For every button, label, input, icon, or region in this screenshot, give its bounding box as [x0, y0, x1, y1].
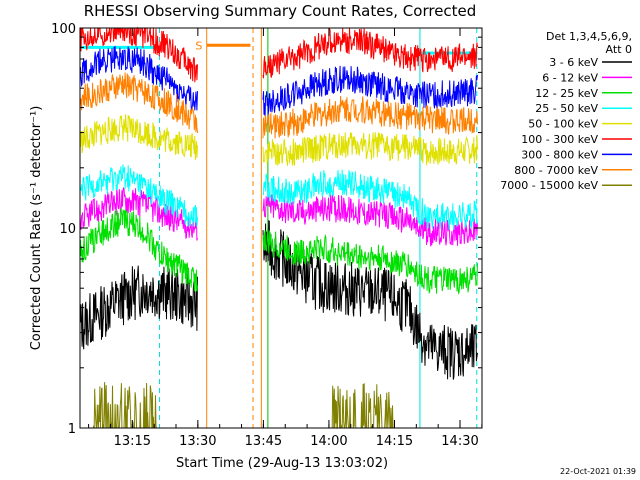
timestamp: 22-Oct-2021 01:39 — [560, 467, 636, 476]
legend-header-1: Att 0 — [606, 43, 632, 56]
legend-label-6: 300 - 800 keV — [521, 148, 598, 161]
x-tick-label-4: 14:15 — [376, 434, 413, 449]
series-line-1-1 — [262, 194, 478, 247]
y-axis-label: Corrected Count Rate (s⁻¹ detector⁻¹) — [29, 106, 44, 351]
series-line-6-0 — [79, 45, 198, 112]
series-line-8-1 — [263, 383, 478, 430]
series-lines — [79, 26, 478, 430]
series-line-3-0 — [79, 164, 198, 227]
legend-label-4: 50 - 100 keV — [528, 118, 598, 131]
series-line-7-1 — [262, 95, 478, 139]
chart-title: RHESSI Observing Summary Count Rates, Co… — [84, 2, 477, 20]
legend-label-8: 7000 - 15000 keV — [500, 179, 598, 192]
series-line-5-1 — [262, 27, 478, 79]
legend-label-5: 100 - 300 keV — [521, 133, 598, 146]
series-line-3-1 — [262, 169, 478, 230]
series-line-7-0 — [79, 72, 198, 134]
y-axis: 1 10 100 — [51, 22, 482, 437]
annotation-0: S — [195, 40, 202, 53]
series-line-0-1 — [262, 220, 478, 380]
x-tick-label-5: 14:30 — [441, 434, 478, 449]
x-tick-label-2: 13:45 — [245, 434, 282, 449]
legend-label-1: 6 - 12 keV — [542, 71, 598, 84]
y-tick-label-2: 100 — [51, 22, 76, 37]
series-line-1-0 — [79, 186, 198, 241]
series-line-6-1 — [262, 65, 478, 117]
y-tick-label-1: 10 — [59, 222, 76, 237]
legend-label-7: 800 - 7000 keV — [514, 164, 598, 177]
series-line-2-1 — [262, 228, 478, 295]
series-line-2-0 — [79, 207, 198, 292]
annotations: S — [195, 40, 202, 53]
x-tick-label-1: 13:30 — [179, 434, 216, 449]
x-axis: 13:15 13:30 13:45 14:00 14:15 14:30 — [88, 28, 483, 449]
legend-label-3: 25 - 50 keV — [535, 102, 598, 115]
y-tick-label-0: 1 — [68, 422, 76, 437]
x-axis-label: Start Time (29-Aug-13 13:03:02) — [176, 456, 388, 471]
series-line-0-0 — [79, 265, 198, 350]
series-line-4-1 — [262, 132, 478, 167]
series-line-8-0 — [80, 382, 198, 429]
legend-label-2: 12 - 25 keV — [535, 87, 598, 100]
x-tick-label-0: 13:15 — [114, 434, 151, 449]
legend-header-0: Det 1,3,4,5,6,9, — [546, 30, 632, 43]
x-tick-label-3: 14:00 — [310, 434, 347, 449]
legend-label-0: 3 - 6 keV — [549, 56, 598, 69]
series-line-4-0 — [79, 114, 198, 160]
legend: Det 1,3,4,5,6,9,Att 0 3 - 6 keV 6 - 12 keV… — [500, 30, 632, 192]
